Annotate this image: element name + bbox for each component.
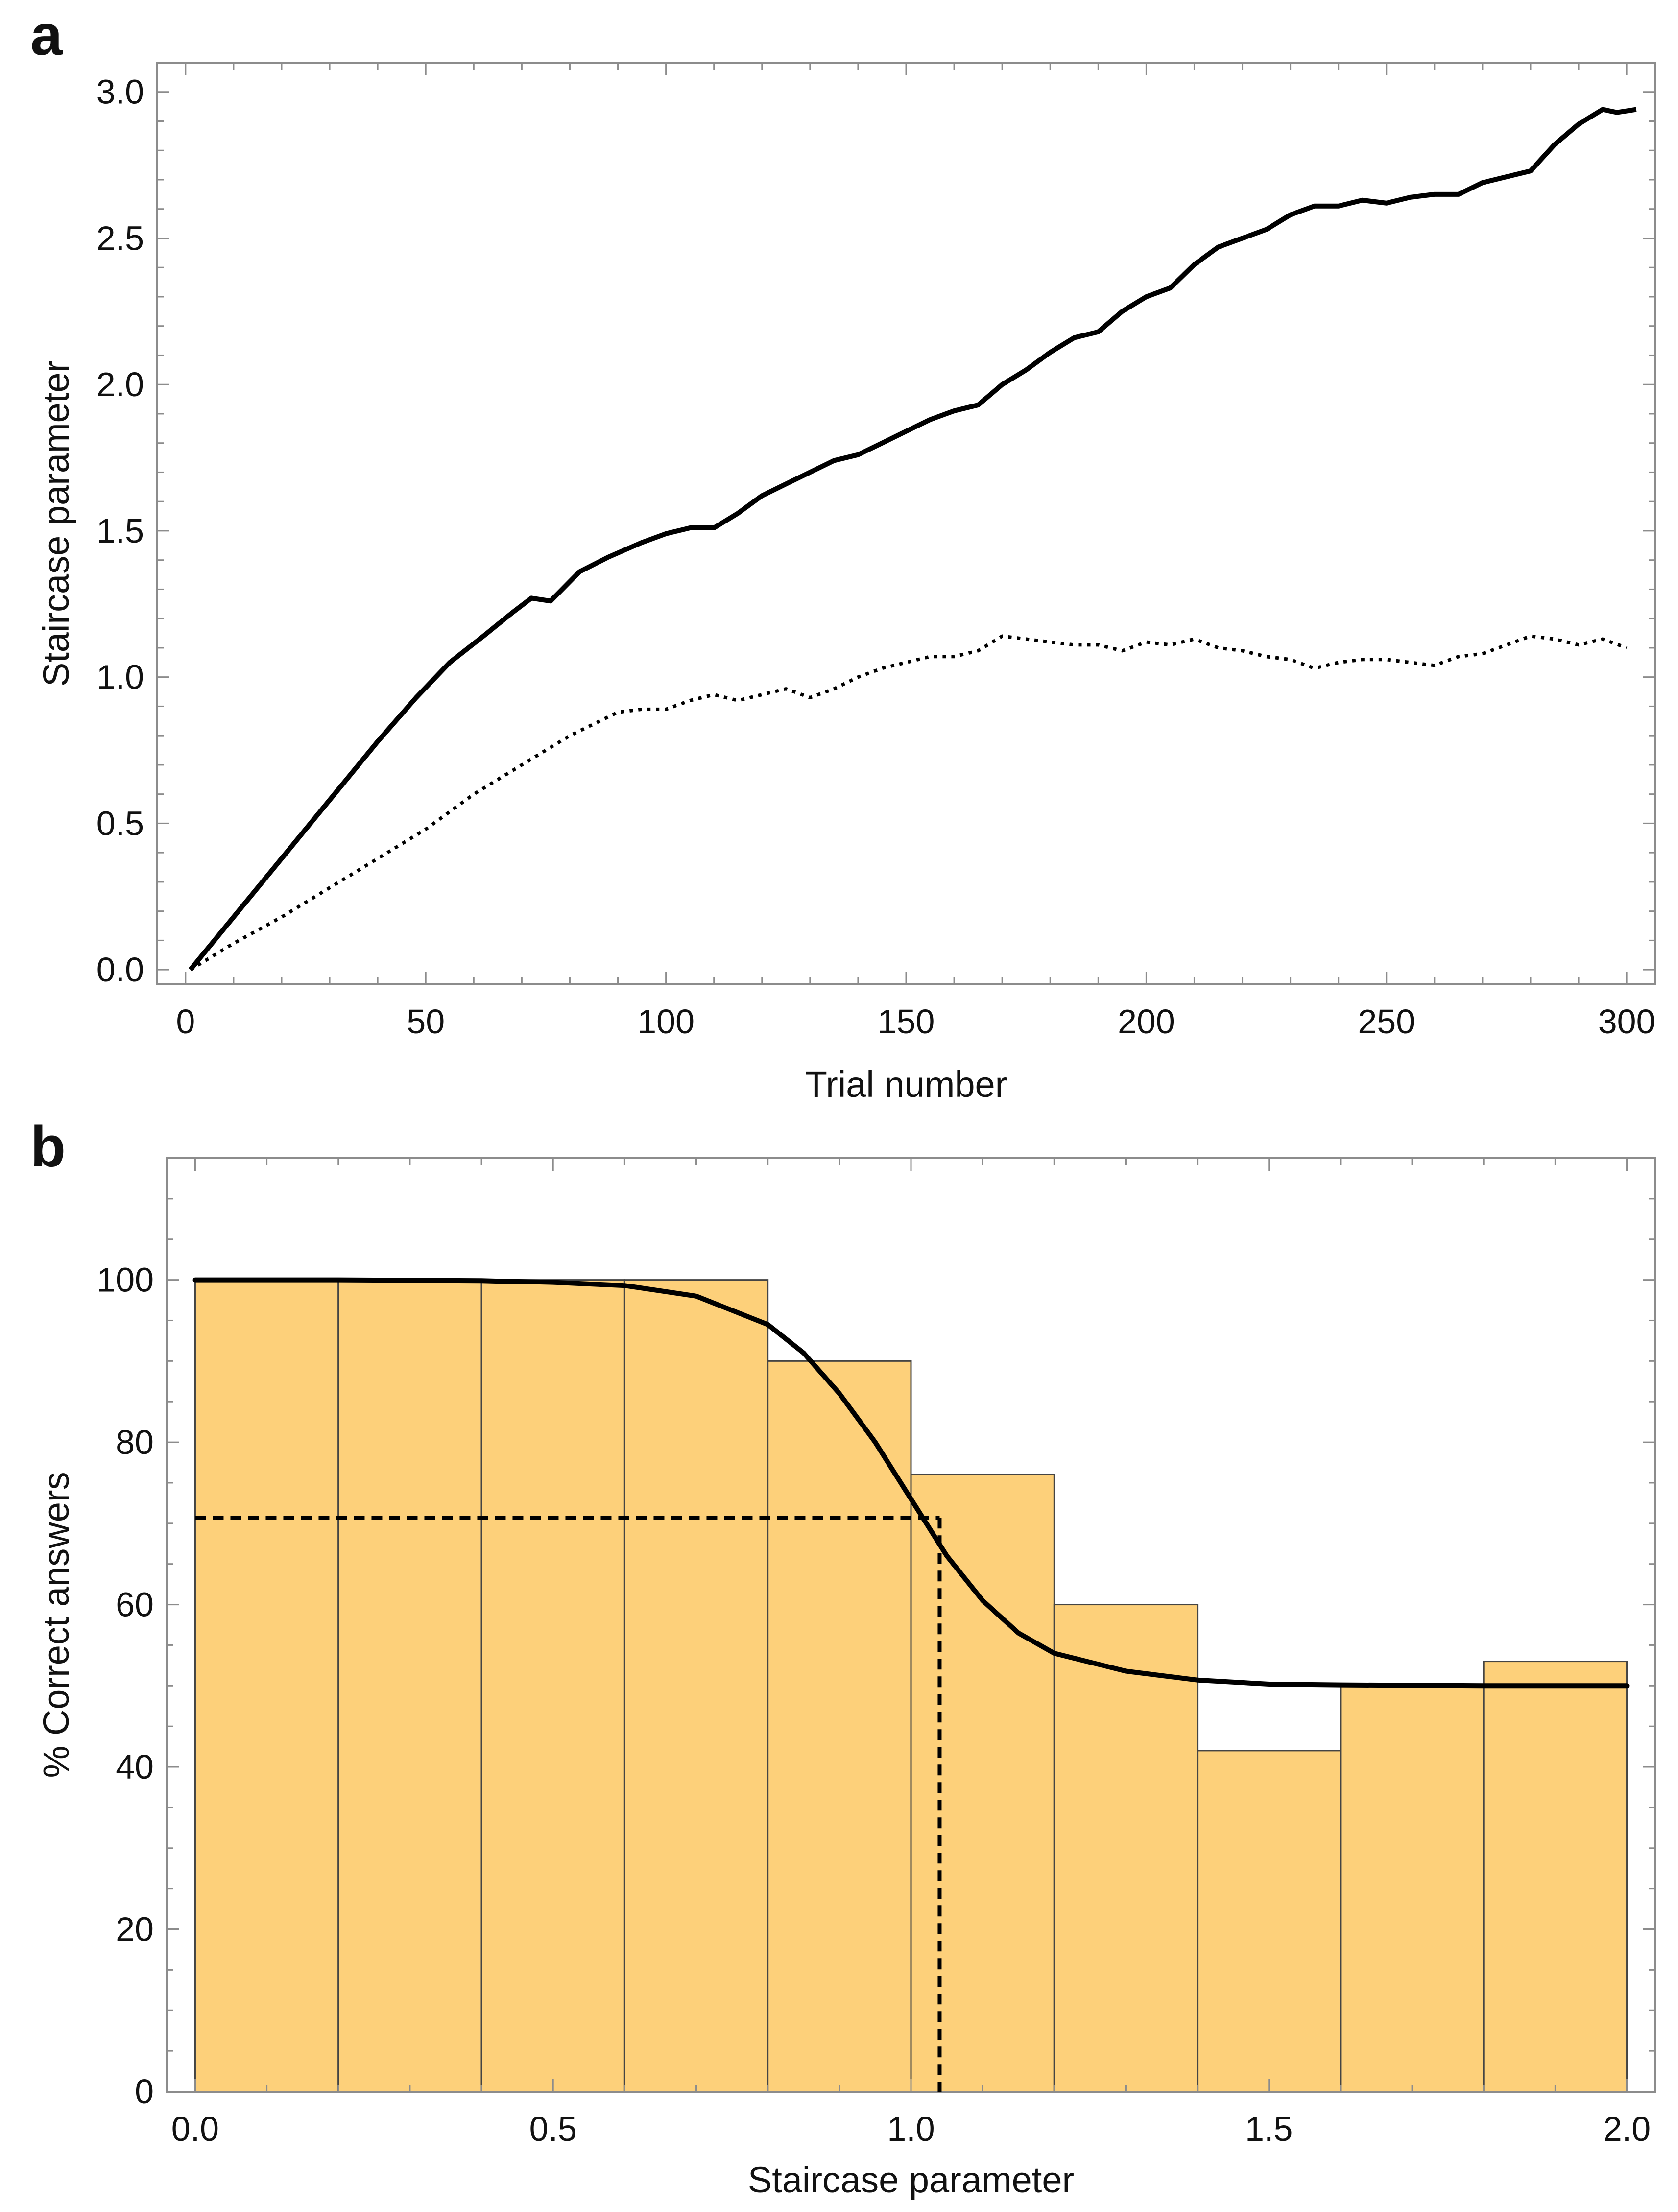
histogram-bar [1340, 1685, 1485, 2093]
histogram-bar [910, 1474, 1055, 2093]
y-tick-label: 2.0 [96, 365, 144, 404]
x-tick-label: 200 [1118, 1002, 1175, 1041]
panel-b-bars [194, 1279, 1628, 2093]
x-tick-label: 100 [637, 1002, 695, 1041]
y-tick-label: 0 [135, 2072, 154, 2111]
y-tick-label: 1.5 [96, 512, 144, 550]
histogram-bar [1197, 1750, 1342, 2093]
x-tick-label: 1.0 [887, 2110, 935, 2148]
histogram-bar [767, 1360, 912, 2093]
histogram-bar [1483, 1661, 1628, 2093]
panel-b-letter: b [30, 1115, 66, 1179]
panel-a-x-tick-labels: 0 50 100 150 200 250 300 [176, 1002, 1655, 1041]
x-tick-label: 0.5 [529, 2110, 577, 2148]
y-tick-label: 2.5 [96, 219, 144, 257]
panel-b-y-axis-label: % Correct answers [36, 1472, 76, 1778]
histogram-bar [194, 1279, 339, 2093]
histogram-bar [1053, 1604, 1199, 2093]
panel-a-plot-frame [156, 62, 1656, 985]
panel-a-y-axis-label: Staircase parameter [36, 360, 76, 687]
y-tick-label: 0.5 [96, 804, 144, 842]
x-tick-label: 150 [878, 1002, 935, 1041]
panel-a-ticks [157, 63, 1655, 984]
x-tick-label: 250 [1358, 1002, 1415, 1041]
y-tick-label: 100 [96, 1261, 154, 1299]
x-tick-label: 2.0 [1603, 2110, 1651, 2148]
series-line-dotted [189, 634, 1628, 972]
histogram-bar [337, 1279, 482, 2093]
panel-a-letter: a [30, 3, 63, 68]
panel-b-x-axis-label: Staircase parameter [748, 2160, 1074, 2200]
x-tick-label: 0.0 [171, 2110, 219, 2148]
panel-b-chart: b 0.0 0.5 1.0 1.5 2.0 0 20 40 60 80 100 Staircase… [30, 1115, 1656, 2200]
y-tick-label: 80 [116, 1423, 154, 1461]
panel-a-x-axis-label: Trial number [805, 1064, 1007, 1105]
panel-b-y-tick-labels: 0 20 40 60 80 100 [96, 1261, 154, 2111]
y-tick-label: 1.0 [96, 658, 144, 696]
panel-b-lines [192, 1277, 1630, 2092]
y-tick-label: 20 [116, 1910, 154, 1949]
y-tick-label: 0.0 [96, 951, 144, 989]
panel-a-series [188, 107, 1637, 972]
x-tick-label: 0 [176, 1002, 195, 1041]
panel-a-chart: a 0 50 100 150 200 250 300 0.0 0.5 1.0 1.5 2.0 2.5 3… [30, 3, 1656, 1105]
histogram-bar [480, 1279, 625, 2093]
y-tick-label: 40 [116, 1748, 154, 1786]
x-tick-label: 50 [407, 1002, 445, 1041]
series-line-solid [188, 107, 1637, 972]
y-tick-label: 3.0 [96, 73, 144, 111]
panel-b-x-tick-labels: 0.0 0.5 1.0 1.5 2.0 [171, 2110, 1651, 2148]
histogram-bar [623, 1279, 769, 2093]
panel-b-ticks [167, 1158, 1655, 2093]
x-tick-label: 1.5 [1245, 2110, 1293, 2148]
y-tick-label: 60 [116, 1586, 154, 1624]
panel-a-y-tick-labels: 0.0 0.5 1.0 1.5 2.0 2.5 3.0 [96, 73, 144, 989]
x-tick-label: 300 [1598, 1002, 1655, 1041]
psychometric-fit-curve [192, 1277, 1630, 1689]
